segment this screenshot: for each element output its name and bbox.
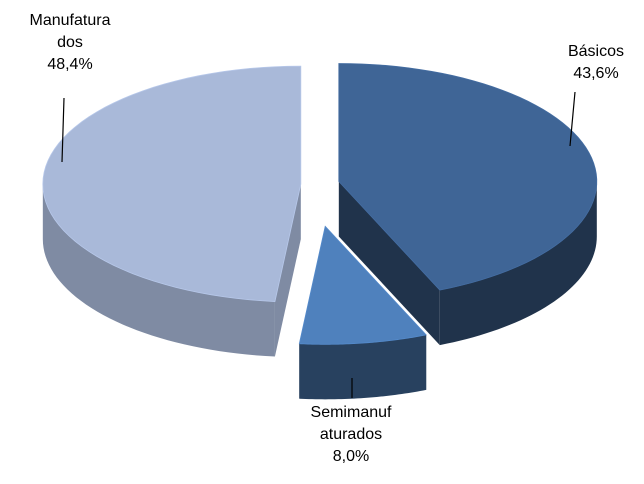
slice [298, 225, 427, 345]
value-label: 48,4% [47, 56, 93, 73]
slice-wall [338, 181, 440, 346]
slice-label: Manufaturados 48,4% [22, 10, 118, 76]
leader-line [61, 97, 65, 163]
slice-side [299, 334, 427, 400]
value-label: 8,0% [332, 448, 370, 465]
slice-label: Básicos 43,6% [548, 41, 644, 85]
slice-label: Semimanufaturados 8,0% [303, 402, 399, 468]
category-label: Manufaturados [29, 12, 111, 51]
slice [42, 65, 302, 302]
value-label: 43,6% [573, 65, 619, 82]
slice-side [42, 184, 275, 357]
slice-side [439, 181, 597, 346]
leader-line [569, 91, 576, 147]
slice-wall [274, 184, 301, 357]
slice [338, 63, 598, 291]
category-label: Básicos [567, 43, 625, 60]
category-label: Semimanufaturados [310, 404, 392, 443]
